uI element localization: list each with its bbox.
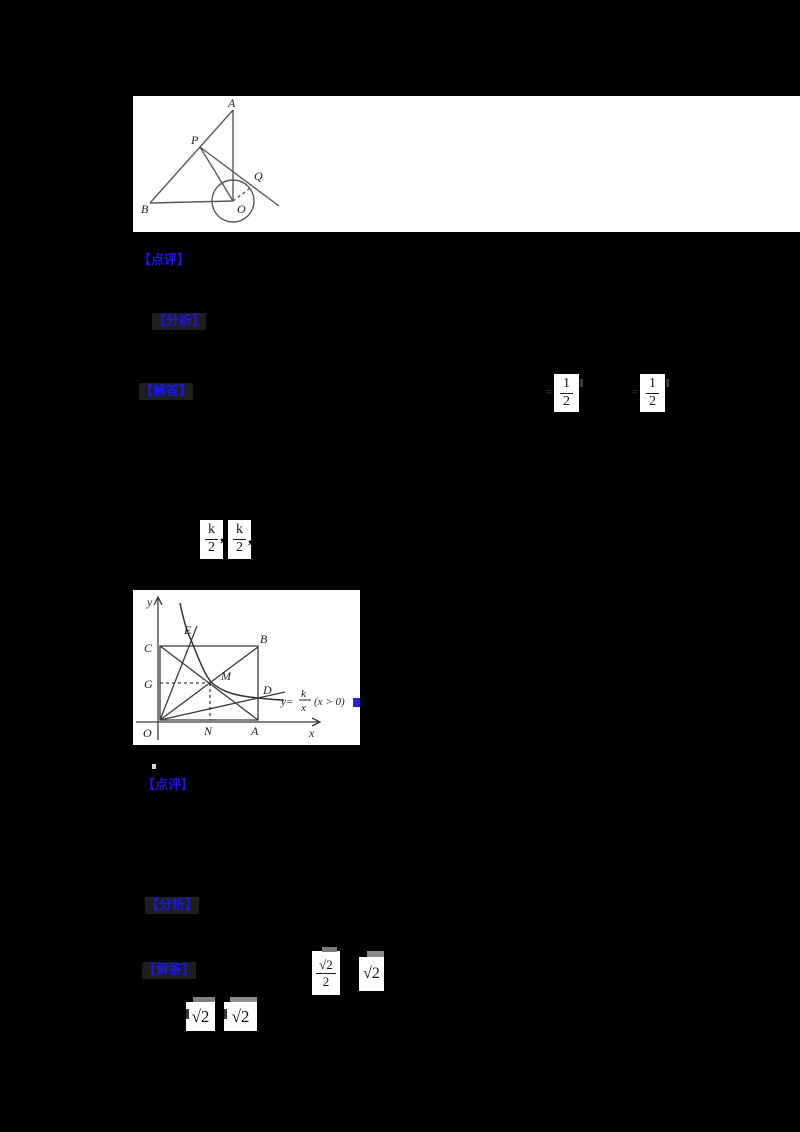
fraction-denominator: 2 — [236, 540, 243, 555]
triangle-lines — [149, 109, 280, 223]
line-OD — [159, 691, 286, 721]
curve-equation-label: y= k x (x > 0) — [280, 688, 345, 714]
point-label-O: O — [143, 726, 152, 740]
cross-artifact-mark: × — [305, 964, 312, 978]
section-label-solution-1: 【解答】 — [139, 383, 194, 400]
curve-label-suffix: (x > 0) — [314, 696, 345, 708]
equation-sqrt2-over-2: √2 2 — [312, 951, 340, 995]
faint-equals-sign-2: = — [631, 384, 639, 399]
fraction-numerator: k — [205, 523, 218, 540]
fraction-numerator: 1 — [560, 376, 573, 394]
artifact-speck — [152, 764, 156, 769]
artifact-partial-glyph — [224, 1009, 227, 1019]
section-label-analysis-2: 【分析】 — [145, 897, 200, 914]
sqrt2-text: √2 — [363, 965, 380, 982]
point-label-E: E — [183, 623, 192, 637]
fraction-numerator: k — [233, 523, 246, 540]
artifact-tick — [666, 379, 669, 387]
hyperbola-figure-svg: y x O C B A G M N D E y= k x (x > 0) — [136, 595, 360, 740]
point-label-A: A — [227, 96, 236, 110]
graph-axes — [136, 595, 322, 740]
axis-label-x: x — [308, 726, 315, 740]
point-label-A: A — [250, 724, 259, 738]
graph-lines — [159, 625, 286, 721]
comma-mark-1: , — [220, 528, 224, 545]
point-label-G: G — [144, 677, 153, 691]
artifact-gray-strip — [367, 951, 384, 957]
triangle-point-labels: A B O P Q — [141, 96, 263, 216]
equation-sqrt2: √2 — [359, 957, 384, 991]
artifact-gray-strip — [230, 997, 257, 1002]
faint-equals-sign-1: = — [545, 384, 553, 399]
sqrt2-text: √2 — [191, 1006, 210, 1026]
point-label-C: C — [144, 641, 153, 655]
equation-sqrt2-b2: √2 — [224, 1002, 257, 1031]
circle-O — [211, 179, 255, 223]
artifact-tick — [580, 379, 583, 387]
comma-mark-2: , — [248, 530, 252, 547]
point-label-B: B — [141, 202, 149, 216]
artifact-gray-strip — [193, 997, 215, 1002]
rectangle-OABC — [159, 645, 259, 721]
axis-label-y: y — [146, 595, 153, 609]
section-label-comment-2: 【点评】 — [142, 778, 195, 793]
fraction-numerator: 1 — [646, 376, 659, 394]
triangle-figure-image: A B O P Q — [133, 96, 800, 232]
fraction-denominator: 2 — [563, 393, 570, 409]
line-OE — [159, 625, 198, 721]
artifact-gray-strip — [322, 947, 337, 952]
hyperbola-curve — [179, 602, 285, 701]
section-label-solution-2: 【解答】 — [142, 962, 197, 979]
curve-label-prefix: y= — [280, 696, 293, 708]
equation-sqrt2-b1: √2 — [186, 1002, 215, 1031]
fraction-denominator: 2 — [322, 973, 330, 989]
section-label-comment-1: 【点评】 — [138, 253, 191, 268]
curve-label-denominator: x — [300, 702, 306, 714]
fraction-numerator: √2 — [316, 958, 336, 974]
blue-artifact — [353, 698, 360, 707]
sqrt2-text: √2 — [231, 1006, 250, 1026]
fraction-denominator: 2 — [649, 393, 656, 409]
point-label-B: B — [260, 632, 268, 646]
artifact-partial-glyph — [186, 1009, 189, 1019]
point-label-P: P — [190, 133, 199, 147]
point-label-N: N — [203, 724, 213, 738]
point-label-D: D — [262, 683, 272, 697]
hyperbola-figure-image: y x O C B A G M N D E y= k x (x > 0) — [133, 590, 360, 745]
x-axis-arrow — [311, 717, 322, 727]
curve-label-numerator: k — [301, 688, 307, 700]
graph-point-labels: y x O C B A G M N D E — [143, 595, 315, 740]
fraction-denominator: 2 — [208, 540, 215, 555]
section-label-analysis-1: 【分析】 — [152, 313, 207, 330]
point-label-O: O — [237, 202, 246, 216]
point-label-Q: Q — [254, 169, 263, 183]
y-axis-arrow — [153, 595, 163, 606]
point-label-M: M — [220, 669, 232, 683]
triangle-figure-svg: A B O P Q — [141, 96, 280, 223]
